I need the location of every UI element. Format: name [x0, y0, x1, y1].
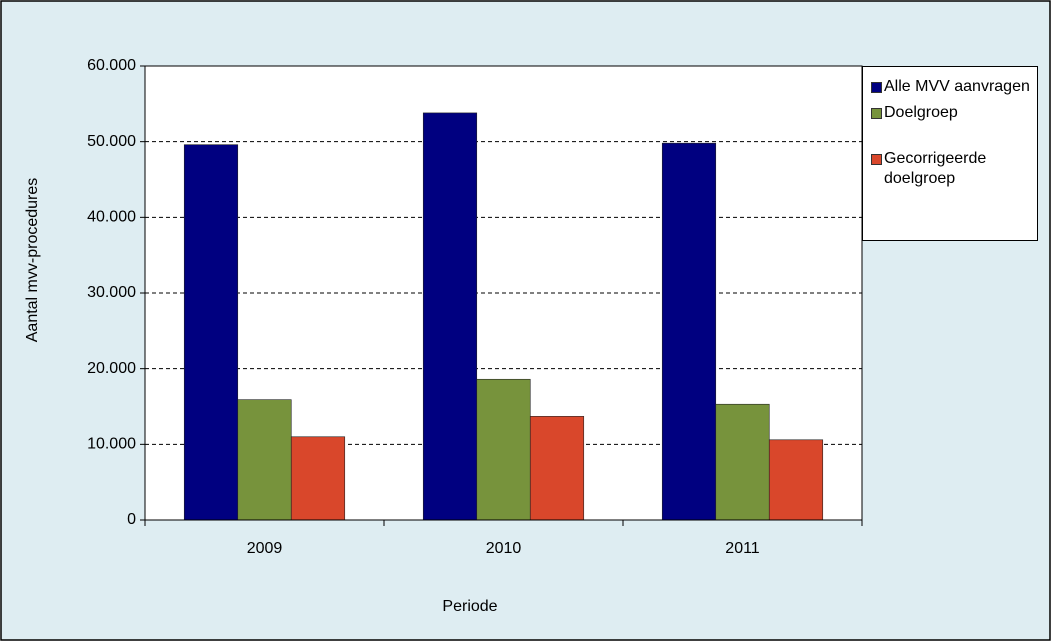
x-tick-label: 2011 [725, 540, 760, 557]
bar [529, 416, 585, 521]
y-tick-label: 60.000 [87, 57, 136, 74]
y-tick-label: 50.000 [87, 133, 136, 150]
bar [768, 439, 824, 521]
bar [183, 144, 239, 521]
legend-label: Doelgroep [884, 104, 958, 121]
legend-item: Gecorrigeerde doelgroep [871, 149, 1033, 189]
y-tick-label: 20.000 [87, 360, 136, 377]
legend-label: Alle MVV aanvragen [884, 78, 1030, 95]
y-tick-label: 40.000 [87, 209, 136, 226]
y-axis-title: Aantal mvv-procedures [24, 178, 41, 343]
bar [661, 142, 717, 521]
legend-item: Doelgroep [871, 103, 1033, 123]
legend-item: Alle MVV aanvragen [871, 77, 1033, 97]
legend-label: Gecorrigeerde doelgroep [884, 150, 987, 187]
bar [290, 436, 346, 521]
x-tick-label: 2009 [247, 540, 283, 557]
bar [237, 399, 292, 521]
legend-swatch [871, 82, 882, 93]
x-tick-label: 2010 [486, 540, 522, 557]
y-tick-label: 10.000 [87, 436, 136, 453]
bar [476, 378, 531, 521]
bar [422, 112, 478, 521]
x-axis-title: Periode [442, 598, 497, 615]
bar [715, 403, 770, 521]
y-tick-label: 0 [127, 511, 136, 528]
legend-swatch [871, 108, 882, 119]
legend: Alle MVV aanvragen Doelgroep Gecorrigeerde… [862, 66, 1038, 241]
legend-swatch [871, 154, 882, 165]
y-tick-label: 30.000 [87, 284, 136, 301]
